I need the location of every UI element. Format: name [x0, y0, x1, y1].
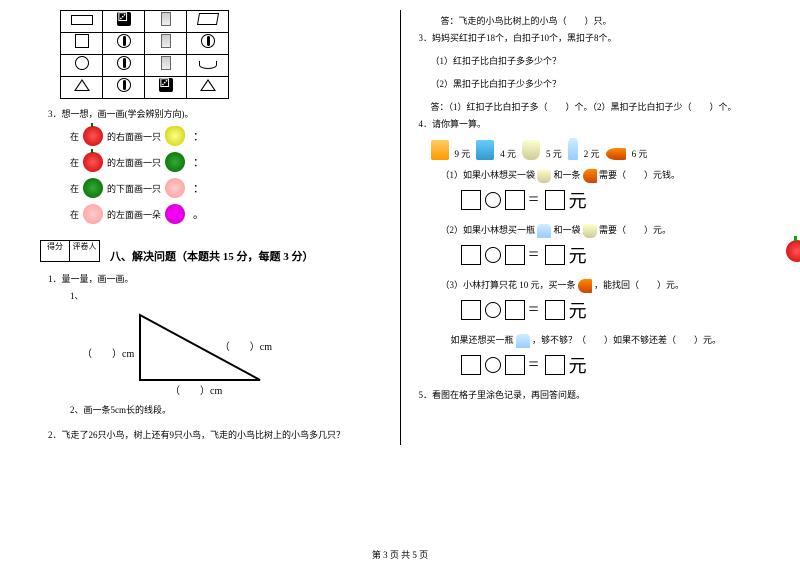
bottle-icon	[537, 224, 551, 238]
unit: 元	[569, 297, 589, 323]
colon: ：	[193, 180, 204, 196]
text: 和一袋	[554, 225, 581, 235]
unit: 元	[569, 242, 589, 268]
score-box: 得分 评卷人	[40, 240, 100, 262]
prefix: 在	[70, 156, 79, 169]
fruit-line-2: 在 的左面画一只 ：	[70, 152, 390, 172]
q1-2: 2、画一条5cm长的线段。	[70, 403, 390, 416]
text: 需要（ ）元钱。	[599, 170, 680, 180]
fish-icon	[578, 279, 592, 293]
text: （3）小林打算只花 10 元，买一条	[441, 280, 576, 290]
q5: 5．看图在格子里涂色记录，再回答问题。	[419, 388, 761, 401]
bottle-icon	[568, 138, 578, 160]
q3-intro: 3．想一想，画一画(学会辨别方向)。	[48, 107, 390, 120]
box-icon	[476, 140, 494, 160]
melon-icon	[165, 152, 185, 172]
grader-label: 评卷人	[70, 240, 100, 262]
text: 如果还想买一瓶	[451, 335, 514, 345]
bag-icon	[431, 140, 449, 160]
answer-line: 答：飞走的小鸟比树上的小鸟（ ）只。	[441, 14, 761, 27]
right-column: 答：飞走的小鸟比树上的小鸟（ ）只。 3．妈妈买红扣子18个，白扣子10个，黑扣…	[401, 10, 771, 445]
q3: 3．妈妈买红扣子18个，白扣子10个，黑扣子8个。	[419, 31, 761, 44]
radish-icon	[786, 240, 800, 262]
suffix: 的右面画一只	[107, 130, 161, 143]
tri-label-hyp: （ ）cm	[220, 338, 272, 353]
price: 6 元	[632, 147, 648, 160]
q3-1: （1）红扣子比白扣子多多少个？	[431, 54, 761, 67]
text: （2）如果小林想买一瓶	[441, 225, 536, 235]
q1-1: 1、	[70, 289, 390, 302]
equation-2: =元	[461, 242, 761, 268]
apple-icon	[83, 152, 103, 172]
text: ，能找回（ ）元。	[594, 280, 684, 290]
suffix: 的左面画一只	[107, 156, 161, 169]
triangle-figure: （ ）cm （ ）cm （ ）cm	[130, 310, 270, 385]
prefix: 在	[70, 208, 79, 221]
equation-4: =元	[461, 352, 761, 378]
fruit-line-3: 在 的下面画一只 ：	[70, 178, 390, 198]
suffix: 的左面画一朵	[107, 208, 161, 221]
fish-icon	[583, 169, 597, 183]
section-8-title: 八、解决问题（本题共 15 分，每题 3 分）	[110, 248, 314, 264]
q1: 1．量一量，画一画。	[48, 272, 390, 285]
prefix: 在	[70, 182, 79, 195]
pear-icon	[165, 126, 185, 146]
text: （1）如果小林想买一袋	[441, 170, 536, 180]
colon: ：	[193, 128, 204, 144]
fruit-line-1: 在 的右面画一只 ：	[70, 126, 390, 146]
melon-icon	[83, 178, 103, 198]
unit: 元	[569, 352, 589, 378]
colon: 。	[193, 206, 204, 222]
price: 9 元	[455, 147, 471, 160]
equation-1: =元	[461, 187, 761, 213]
unit: 元	[569, 187, 589, 213]
equation-3: =元	[461, 297, 761, 323]
q4-2: （2）如果小林想买一瓶 和一袋 需要（ ）元。	[441, 223, 761, 238]
fruit-line-4: 在 的左面画一朵 。	[70, 204, 390, 224]
score-label: 得分	[40, 240, 70, 262]
colon: ：	[193, 154, 204, 170]
tri-label-left: （ ）cm	[82, 345, 134, 360]
q2: 2．飞走了26只小鸟，树上还有9只小鸟，飞走的小鸟比树上的小鸟多几只？	[48, 428, 390, 441]
price: 4 元	[500, 147, 516, 160]
price: 5 元	[546, 147, 562, 160]
suffix: 的下面画一只	[107, 182, 161, 195]
sack-icon	[522, 140, 540, 160]
prefix: 在	[70, 130, 79, 143]
text: ，够不够？（ ）如果不够还差（ ）元。	[532, 335, 721, 345]
q4-1: （1）如果小林想买一袋 和一条 需要（ ）元钱。	[441, 168, 761, 183]
sack-icon	[583, 224, 597, 238]
left-column: 3．想一想，画一画(学会辨别方向)。 在 的右面画一只 ： 在 的左面画一只 ：…	[30, 10, 401, 445]
q3-2: （2）黑扣子比白扣子少多少个？	[431, 77, 761, 90]
price: 2 元	[584, 147, 600, 160]
price-line: 9 元 4 元 5 元 2 元 6 元	[431, 138, 761, 160]
q4: 4．请你算一算。	[419, 117, 761, 130]
text: 和一条	[554, 170, 581, 180]
fish-icon	[606, 148, 626, 160]
q4-3: （3）小林打算只花 10 元，买一条 ，能找回（ ）元。	[441, 278, 761, 293]
peach-icon	[83, 204, 103, 224]
tri-label-bottom: （ ）cm	[170, 382, 222, 397]
peach-icon	[165, 178, 185, 198]
page-number: 第 3 页 共 5 页	[0, 548, 800, 561]
bottle-icon	[516, 334, 530, 348]
text: 需要（ ）元。	[599, 225, 671, 235]
flower-icon	[165, 204, 185, 224]
shape-table	[60, 10, 229, 99]
q4-4: 如果还想买一瓶 ，够不够？（ ）如果不够还差（ ）元。	[451, 333, 761, 348]
q3-answer: 答：（1）红扣子比白扣子多（ ）个。（2）黑扣子比白扣子少（ ）个。	[431, 100, 761, 113]
sack-icon	[537, 169, 551, 183]
apple-icon	[83, 126, 103, 146]
